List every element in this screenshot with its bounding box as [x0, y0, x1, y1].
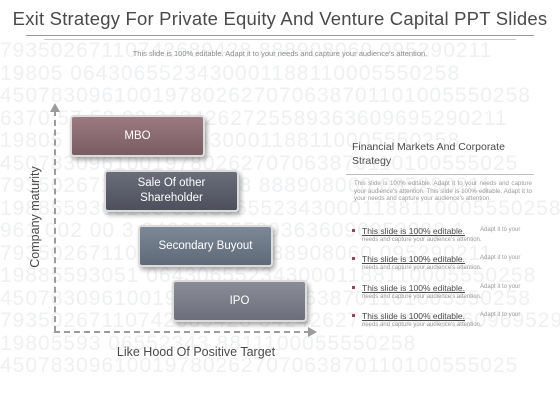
item-text-line: needs and capture your audience's attent… — [362, 322, 482, 328]
item-text-line: needs and capture your audience's attent… — [362, 294, 482, 300]
bullet-icon — [352, 314, 355, 317]
panel-rule — [346, 174, 534, 175]
bg-number-row: 4507830961001978026270706387011010055502… — [0, 151, 519, 175]
item-heading: This slide is 100% editable. — [362, 311, 466, 321]
bullet-icon — [352, 286, 355, 289]
x-axis-label: Like Hood Of Positive Target — [116, 345, 276, 359]
item-heading: This slide is 100% editable. — [362, 226, 466, 236]
x-axis-arrow-icon — [308, 327, 317, 337]
title-rule — [26, 35, 534, 36]
item-text: Adapt it to your — [480, 255, 521, 261]
bg-number-row: 79350267110742689428 888908060 095290211 — [0, 241, 493, 265]
background-numbers: 79350267110742689428 888908060 095290211… — [0, 40, 560, 420]
panel-title: Financial Markets And Corporate Strategy — [352, 141, 505, 167]
step-label: Sale Of other Shareholder — [137, 177, 206, 204]
item-text: Adapt it to your — [480, 284, 521, 290]
step-ipo: IPO — [172, 280, 307, 322]
bg-number-row: 19885593051 0643065523430001188110005550… — [0, 264, 537, 287]
step-secondary-buyout: Secondary Buyout — [138, 225, 273, 267]
item-text: Adapt it to your — [480, 312, 521, 318]
slide-title: Exit Strategy For Private Equity And Ven… — [12, 8, 548, 29]
bg-number-row: 19805 0643065523430001188110005550258 — [0, 61, 461, 85]
step-label: Secondary Buyout — [158, 239, 253, 252]
bullet-icon — [352, 229, 355, 232]
item-heading: This slide is 100% editable. — [362, 254, 466, 264]
x-axis-line — [54, 331, 310, 333]
slide-subtitle: This slide is 100% editable. Adapt it to… — [132, 49, 428, 58]
title-rule-secondary — [44, 39, 516, 40]
bullet-icon — [352, 257, 355, 260]
bg-number-row: 4507830961001978026270706387011010055502… — [0, 354, 519, 377]
step-label: MBO — [124, 129, 151, 142]
item-heading: This slide is 100% editable. — [362, 283, 466, 293]
bg-number-row: 79350267110742689428 888908060 095290211 — [0, 40, 493, 62]
step-sale-of-other-shareholder: Sale Of other Shareholder — [104, 170, 239, 212]
bg-number-row: 19805593 06552343 8811100055550258 — [0, 331, 417, 355]
y-axis-arrow-icon — [50, 103, 60, 112]
item-text-line: needs and capture your audience's attent… — [362, 237, 482, 243]
item-text-line: needs and capture your audience's attent… — [362, 265, 482, 271]
item-text: Adapt it to your — [480, 227, 521, 233]
bg-number-row: 4507830961001978026270706387011010055502… — [0, 84, 531, 107]
panel-body-text: This slide is 100% editable. Adapt it to… — [354, 180, 532, 202]
y-axis-label: Company maturity — [28, 166, 42, 268]
y-axis-line — [54, 110, 56, 332]
step-mbo: MBO — [70, 115, 205, 157]
step-label: IPO — [229, 294, 250, 307]
